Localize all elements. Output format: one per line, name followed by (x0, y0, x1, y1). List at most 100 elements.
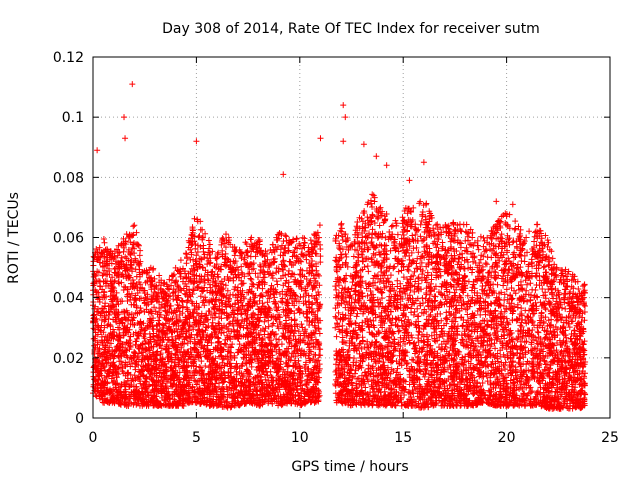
data-point (305, 292, 312, 299)
data-point (529, 388, 536, 395)
data-point (201, 279, 208, 286)
data-point (570, 285, 577, 292)
data-point (379, 289, 386, 296)
data-points (90, 81, 589, 412)
data-point (385, 303, 392, 310)
data-point (293, 235, 300, 242)
data-point (570, 347, 577, 354)
data-point (187, 256, 194, 263)
data-point (349, 339, 356, 346)
data-point (518, 305, 525, 312)
data-point (535, 329, 542, 336)
data-point (379, 295, 386, 302)
data-point (262, 325, 269, 332)
data-point (492, 275, 499, 282)
data-point (427, 311, 434, 318)
data-point (340, 277, 347, 284)
data-point (390, 265, 397, 272)
data-point (531, 238, 538, 245)
data-point (502, 366, 509, 373)
data-point (231, 252, 238, 259)
data-point (311, 322, 318, 329)
data-point (575, 285, 582, 292)
data-point (526, 228, 533, 235)
data-point (400, 274, 407, 281)
data-point (182, 250, 189, 257)
data-point (397, 334, 404, 341)
data-point (371, 230, 378, 237)
data-point (184, 340, 191, 347)
data-point (412, 278, 419, 285)
data-point (486, 268, 493, 275)
data-point (428, 332, 435, 339)
data-point (282, 291, 289, 298)
data-point (468, 297, 475, 304)
data-point (377, 204, 384, 211)
data-point (450, 284, 457, 291)
data-point (353, 313, 360, 320)
data-point (332, 313, 339, 320)
data-point (427, 323, 434, 330)
data-point (163, 378, 170, 385)
data-point (534, 328, 541, 335)
data-point (546, 365, 553, 372)
data-point (419, 271, 426, 278)
data-point (410, 204, 417, 211)
data-point (332, 283, 339, 290)
data-point (524, 281, 531, 288)
data-point (401, 357, 408, 364)
data-point (409, 334, 416, 341)
data-point (505, 236, 512, 243)
data-point (475, 246, 482, 253)
data-point (557, 276, 564, 283)
data-point (420, 371, 427, 378)
data-point (93, 245, 100, 252)
data-point (433, 222, 439, 229)
data-point (222, 250, 229, 257)
data-point (444, 293, 451, 300)
data-point (422, 216, 429, 223)
data-point (482, 260, 489, 267)
data-point (393, 220, 400, 227)
data-point (517, 226, 524, 233)
data-point (464, 323, 471, 330)
data-point (520, 390, 527, 397)
data-point (111, 329, 118, 336)
data-point (396, 360, 403, 367)
data-point (421, 228, 428, 235)
data-point (512, 225, 519, 232)
data-point (259, 354, 266, 361)
data-point (269, 275, 276, 282)
data-point (352, 319, 359, 326)
data-point (396, 327, 403, 334)
data-point (424, 348, 431, 355)
data-point (206, 241, 213, 248)
data-point (553, 274, 560, 281)
data-point (470, 391, 477, 398)
data-point (518, 319, 525, 326)
data-point (351, 342, 358, 349)
data-point (415, 275, 422, 282)
data-point (418, 259, 425, 266)
data-point (333, 333, 340, 340)
data-point (130, 239, 137, 246)
data-point (484, 378, 491, 385)
data-point (360, 310, 367, 317)
data-point (481, 248, 488, 255)
data-point (128, 301, 135, 308)
data-point (183, 260, 190, 267)
data-point (522, 277, 529, 284)
data-point (333, 314, 340, 321)
data-point (421, 373, 428, 380)
data-point (505, 321, 512, 328)
data-point (426, 208, 433, 215)
data-point (496, 257, 503, 264)
data-point (356, 305, 363, 312)
data-point (254, 274, 261, 281)
data-point (364, 201, 371, 208)
data-point (411, 308, 418, 315)
data-point (414, 285, 421, 292)
data-point (193, 381, 200, 388)
data-point (264, 299, 271, 306)
data-point (277, 252, 284, 259)
